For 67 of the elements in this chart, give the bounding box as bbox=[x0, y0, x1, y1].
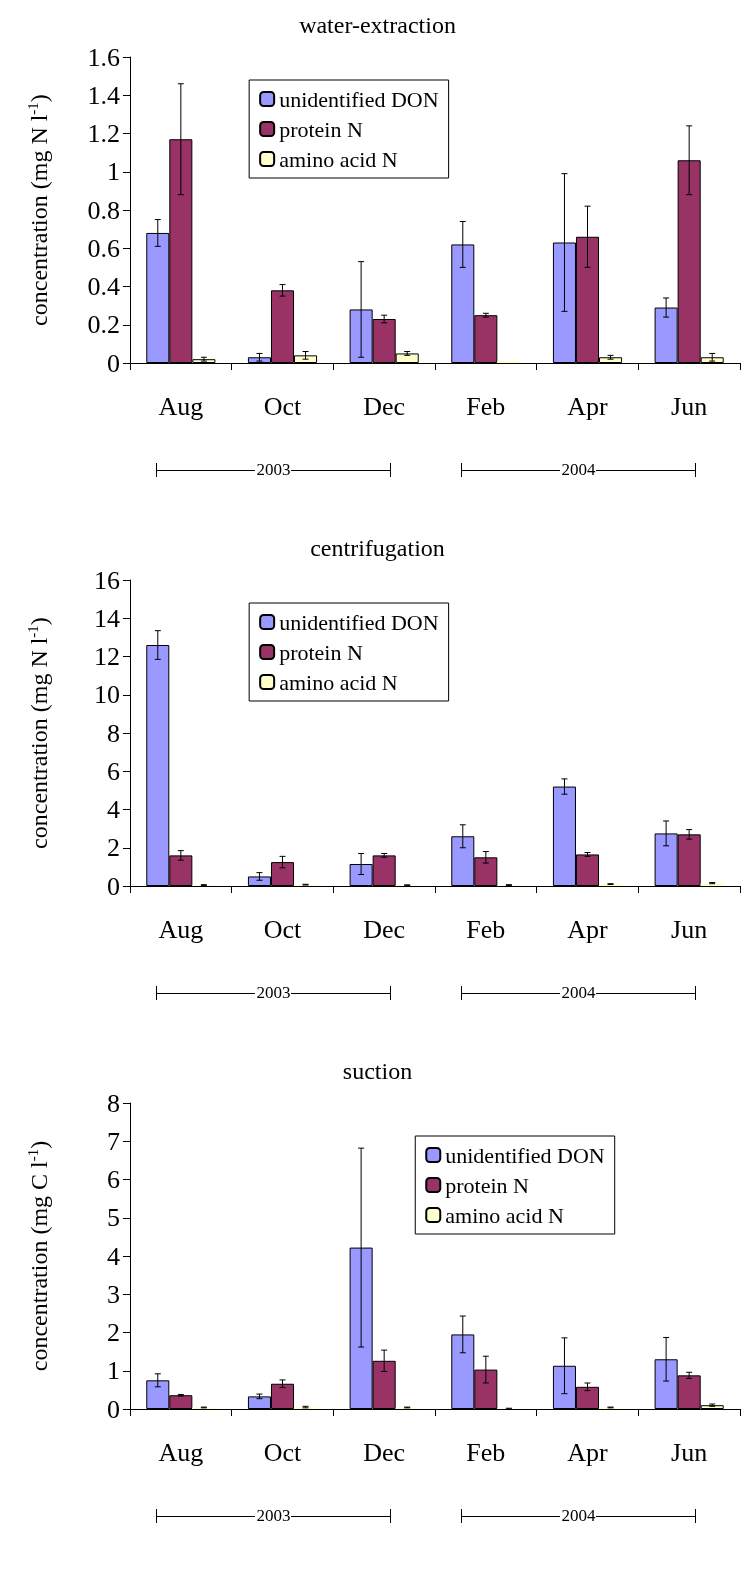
y-axis-title: concentration (mg N l-1) bbox=[24, 94, 52, 326]
legend-label: protein N bbox=[279, 639, 363, 665]
y-tick-label: 4 bbox=[107, 1241, 120, 1271]
x-tick-label: Aug bbox=[158, 1437, 204, 1467]
y-tick-label: 0.4 bbox=[87, 272, 120, 301]
bar bbox=[700, 883, 724, 886]
x-tick-label: Feb bbox=[466, 391, 506, 421]
y-tick-label: 4 bbox=[107, 795, 120, 824]
chart-title: suction bbox=[342, 1058, 413, 1084]
y-tick-label: 5 bbox=[107, 1203, 120, 1233]
legend-label: unidentified DON bbox=[279, 609, 439, 635]
x-tick-label: Apr bbox=[567, 391, 609, 421]
year-bracket: 2003 bbox=[155, 1509, 392, 1523]
y-tick-label: 14 bbox=[94, 603, 120, 633]
x-tick-label: Aug bbox=[158, 391, 204, 421]
x-tick-label: Apr bbox=[567, 914, 609, 944]
y-tick-label: 12 bbox=[94, 642, 120, 671]
x-tick-label: Apr bbox=[567, 1437, 609, 1467]
y-tick-label: 8 bbox=[107, 718, 120, 748]
y-tick-label: 16 bbox=[94, 565, 120, 595]
legend-label: protein N bbox=[445, 1172, 530, 1198]
x-tick-label: Jun bbox=[671, 914, 708, 944]
x-tick-label: Jun bbox=[671, 391, 708, 421]
year-bracket: 2003 bbox=[155, 986, 392, 1000]
legend-label: amino acid N bbox=[279, 669, 398, 695]
y-tick-label: 6 bbox=[107, 1165, 120, 1194]
y-tick-label: 10 bbox=[94, 680, 120, 710]
y-tick-label: 7 bbox=[107, 1126, 120, 1156]
y-tick-label: 6 bbox=[107, 756, 120, 786]
x-tick-label: Dec bbox=[363, 391, 406, 421]
y-tick-label: 0 bbox=[107, 871, 120, 901]
y-tick-label: 1.2 bbox=[87, 119, 120, 148]
legend-label: unidentified DON bbox=[445, 1142, 605, 1168]
x-tick-label: Dec bbox=[363, 1437, 406, 1467]
y-tick-label: 0.8 bbox=[87, 195, 120, 225]
y-tick-label: 8 bbox=[107, 1088, 120, 1118]
y-axis-title: concentration (mg N l-1) bbox=[24, 617, 52, 849]
legend-label: unidentified DON bbox=[279, 86, 439, 112]
chart-title: water-extraction bbox=[299, 12, 456, 38]
x-tick-label: Feb bbox=[466, 1437, 506, 1467]
x-tick-label: Feb bbox=[466, 914, 506, 944]
x-tick-label: Oct bbox=[263, 391, 303, 421]
y-tick-label: 1 bbox=[107, 1356, 120, 1386]
legend-label: amino acid N bbox=[445, 1202, 564, 1228]
y-axis-title: concentration (mg C l-1) bbox=[24, 1140, 52, 1372]
chart-title: centrifugation bbox=[310, 535, 445, 561]
year-bracket: 2004 bbox=[460, 463, 697, 477]
year-bracket: 2004 bbox=[460, 986, 697, 1000]
x-tick-label: Aug bbox=[158, 914, 204, 944]
y-tick-label: 3 bbox=[107, 1279, 120, 1309]
y-tick-label: 0.2 bbox=[87, 310, 120, 340]
x-tick-label: Dec bbox=[363, 914, 406, 944]
y-tick-label: 1.6 bbox=[87, 42, 120, 72]
y-tick-label: 0.6 bbox=[87, 233, 120, 263]
y-tick-label: 1.4 bbox=[87, 80, 120, 110]
y-tick-label: 1 bbox=[107, 157, 120, 187]
x-tick-label: Jun bbox=[671, 1437, 708, 1467]
legend-label: amino acid N bbox=[279, 146, 398, 172]
y-tick-label: 2 bbox=[107, 833, 120, 863]
x-tick-label: Oct bbox=[263, 914, 303, 944]
year-bracket: 2003 bbox=[155, 463, 392, 477]
y-tick-label: 0 bbox=[107, 1394, 120, 1424]
legend-label: protein N bbox=[279, 116, 363, 142]
x-tick-label: Oct bbox=[263, 1437, 303, 1467]
year-bracket: 2004 bbox=[460, 1509, 697, 1523]
y-tick-label: 2 bbox=[107, 1318, 120, 1347]
y-tick-label: 0 bbox=[107, 348, 120, 378]
